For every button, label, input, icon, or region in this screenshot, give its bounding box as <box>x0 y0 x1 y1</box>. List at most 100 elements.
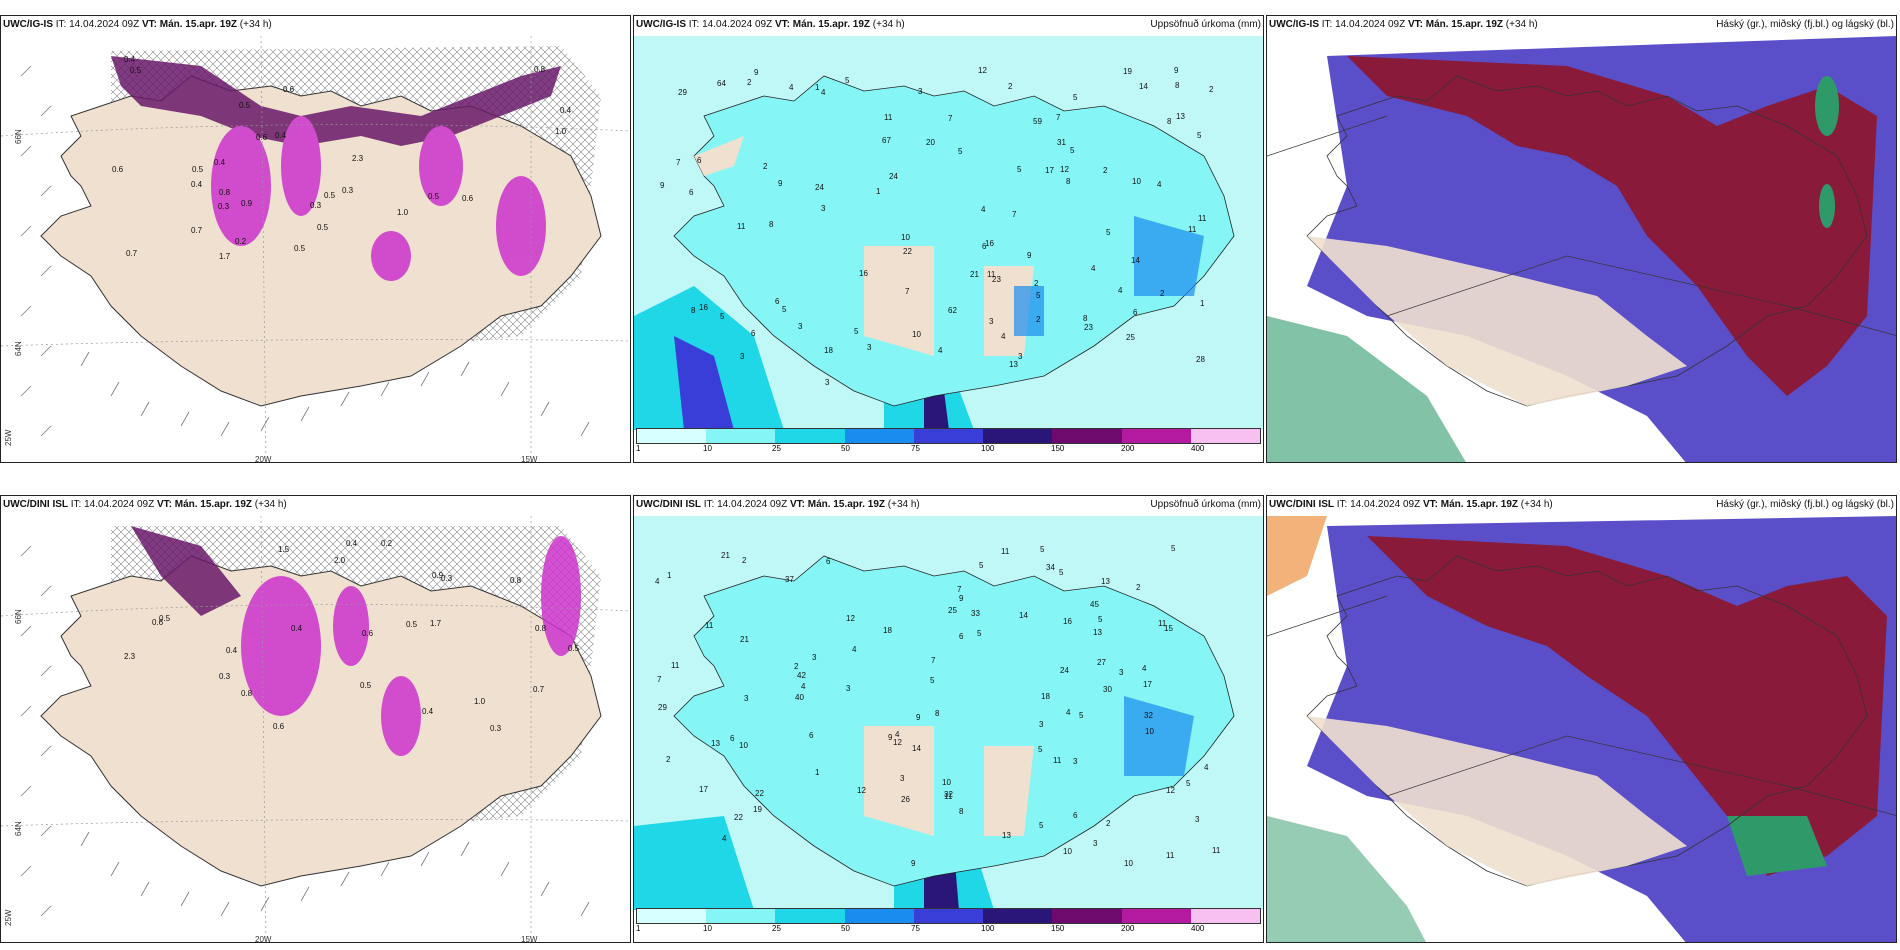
value-label: 1.0 <box>397 208 409 217</box>
value-label: 11 <box>1188 225 1197 234</box>
value-label: 0.4 <box>560 106 572 115</box>
value-label: 2 <box>763 162 768 171</box>
value-label: 0.5 <box>239 101 251 110</box>
value-label: 15 <box>1164 624 1173 633</box>
value-label: 5 <box>845 76 850 85</box>
value-label: 8 <box>1175 81 1180 90</box>
value-label: 1 <box>667 571 672 580</box>
value-label: 0.3 <box>218 202 230 211</box>
value-label: 3 <box>825 378 830 387</box>
colorbar-swatch <box>1052 429 1122 443</box>
value-label: 4 <box>655 577 660 586</box>
value-label: 16 <box>859 269 868 278</box>
value-label: 0.4 <box>422 707 434 716</box>
value-label: 12 <box>893 738 902 747</box>
value-label: 3 <box>867 343 872 352</box>
value-label: 25 <box>948 606 957 615</box>
value-label: 29 <box>658 703 667 712</box>
value-label: 4 <box>895 730 900 739</box>
value-label: 10 <box>942 778 951 787</box>
value-label: 0.6 <box>152 618 164 627</box>
value-label: 5 <box>782 305 787 314</box>
lon-label-15: 15W <box>521 935 538 943</box>
tick: 400 <box>1191 924 1205 933</box>
value-label: 12 <box>857 786 866 795</box>
value-label: 45 <box>1090 600 1099 609</box>
colorbar-swatch <box>1121 909 1191 923</box>
value-label: 19 <box>1123 67 1132 76</box>
value-label: 0.5 <box>317 223 329 232</box>
value-label: 29 <box>678 88 687 97</box>
value-label: 9 <box>660 181 665 190</box>
tick: 100 <box>981 924 995 933</box>
value-label: 4 <box>852 645 857 654</box>
value-label: 10 <box>912 330 921 339</box>
value-label: 0.5 <box>159 614 171 623</box>
value-label: 9 <box>888 733 893 742</box>
colorbar-swatch <box>706 909 776 923</box>
value-label: 0.2 <box>235 237 247 246</box>
lat-label-66: 66N <box>14 609 23 624</box>
value-label: 4 <box>1001 332 1006 341</box>
value-label: 2 <box>1209 85 1214 94</box>
value-label: 0.5 <box>360 681 372 690</box>
value-label: 21 <box>721 551 730 560</box>
value-label: 17 <box>699 785 708 794</box>
colorbar-swatch <box>983 909 1053 923</box>
value-label: 3 <box>989 317 994 326</box>
colorbar <box>636 908 1261 924</box>
value-label: 7 <box>1012 210 1017 219</box>
value-label: 11 <box>1001 547 1010 556</box>
value-label: 28 <box>1196 355 1205 364</box>
value-label: 26 <box>901 795 910 804</box>
value-label: 9 <box>911 859 916 868</box>
value-label: 5 <box>958 147 963 156</box>
colorbar-swatch <box>775 909 845 923</box>
value-label: 6 <box>982 242 987 251</box>
value-label: 7 <box>957 585 962 594</box>
tick: 150 <box>1051 924 1065 933</box>
value-label: 18 <box>1041 692 1050 701</box>
panel-header: UWC/DINI ISL IT: 14.04.2024 09Z VT: Mán.… <box>636 499 1261 510</box>
wind-map: 66N 64N 20W 15W 25W 0.80.50.30.20.42.02.… <box>1 516 630 943</box>
value-label: 0.8 <box>241 689 253 698</box>
tick: 75 <box>911 924 920 933</box>
panel-clouds-bottom: UWC/DINI ISL IT: 14.04.2024 09Z VT: Mán.… <box>1266 495 1897 943</box>
panel-title: Uppsöfnuð úrkoma (mm) <box>1150 19 1261 30</box>
value-label: 5 <box>1039 821 1044 830</box>
value-label: 13 <box>1093 628 1102 637</box>
value-label: 5 <box>1070 146 1075 155</box>
value-label: 62 <box>948 306 957 315</box>
value-label: 10 <box>1145 727 1154 736</box>
value-label: 0.4 <box>275 131 287 140</box>
value-label: 0.5 <box>406 620 418 629</box>
value-label: 19 <box>753 805 762 814</box>
value-label: 12 <box>1166 786 1175 795</box>
value-label: 0.3 <box>342 186 354 195</box>
value-label: 14 <box>1131 256 1140 265</box>
value-label: 22 <box>734 813 743 822</box>
tick: 400 <box>1191 444 1205 453</box>
value-label: 0.5 <box>428 192 440 201</box>
value-label: 0.3 <box>490 724 502 733</box>
colorbar-swatch <box>1121 429 1191 443</box>
value-label: 0.4 <box>226 646 238 655</box>
grid-lines <box>1 516 630 942</box>
value-label: 24 <box>815 183 824 192</box>
colorbar-swatch <box>913 429 984 443</box>
tick: 100 <box>981 444 995 453</box>
value-label: 0.7 <box>126 249 138 258</box>
value-label: 0.7 <box>191 226 203 235</box>
value-label: 7 <box>905 287 910 296</box>
value-label: 4 <box>1091 264 1096 273</box>
panel-header: UWC/DINI ISL IT: 14.04.2024 09Z VT: Mán.… <box>3 499 287 510</box>
colorbar-swatch <box>844 909 914 923</box>
wind-barbs <box>20 65 590 437</box>
colorbar-swatch <box>637 909 707 923</box>
value-label: 0.6 <box>256 133 268 142</box>
value-label: 2 <box>1106 819 1111 828</box>
value-label: 20 <box>926 138 935 147</box>
value-label: 5 <box>1098 615 1103 624</box>
value-label: 9 <box>778 179 783 188</box>
